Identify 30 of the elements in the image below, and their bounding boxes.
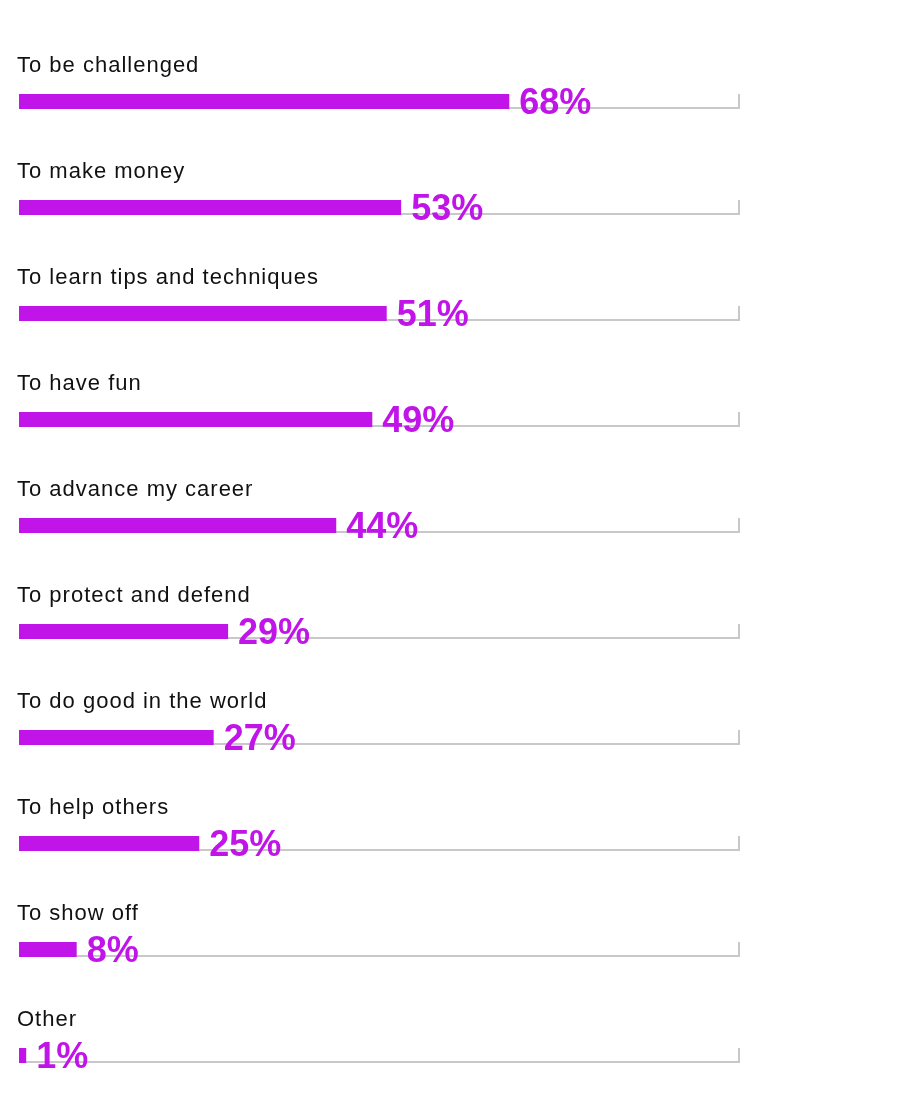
data-label: 8% <box>86 929 139 970</box>
data-label: 53% <box>411 187 484 228</box>
bar <box>19 624 229 639</box>
data-label: 51% <box>396 293 469 334</box>
bar <box>19 836 200 851</box>
data-label: 68% <box>519 81 592 122</box>
y-tick-label: To learn tips and techniques <box>17 264 319 289</box>
y-tick-label: Other <box>17 1006 78 1031</box>
bar <box>19 412 373 427</box>
bar <box>19 1048 27 1063</box>
y-tick-label: To help others <box>17 794 170 819</box>
y-tick-label: To make money <box>17 158 186 183</box>
y-tick-label: To be challenged <box>17 52 200 77</box>
y-tick-label: To advance my career <box>17 476 254 501</box>
data-label: 27% <box>223 717 296 758</box>
data-label: 29% <box>238 611 311 652</box>
data-label: 49% <box>382 399 455 440</box>
bar <box>19 94 510 109</box>
bar <box>19 306 387 321</box>
bar <box>19 942 77 957</box>
bar <box>19 730 214 745</box>
data-label: 25% <box>209 823 282 864</box>
y-tick-label: To do good in the world <box>17 688 268 713</box>
bar <box>19 518 337 533</box>
data-label: 1% <box>36 1035 89 1076</box>
y-tick-label: To have fun <box>17 370 142 395</box>
y-tick-label: To show off <box>17 900 139 925</box>
y-tick-label: To protect and defend <box>17 582 251 607</box>
bar <box>19 200 402 215</box>
data-label: 44% <box>346 505 419 546</box>
